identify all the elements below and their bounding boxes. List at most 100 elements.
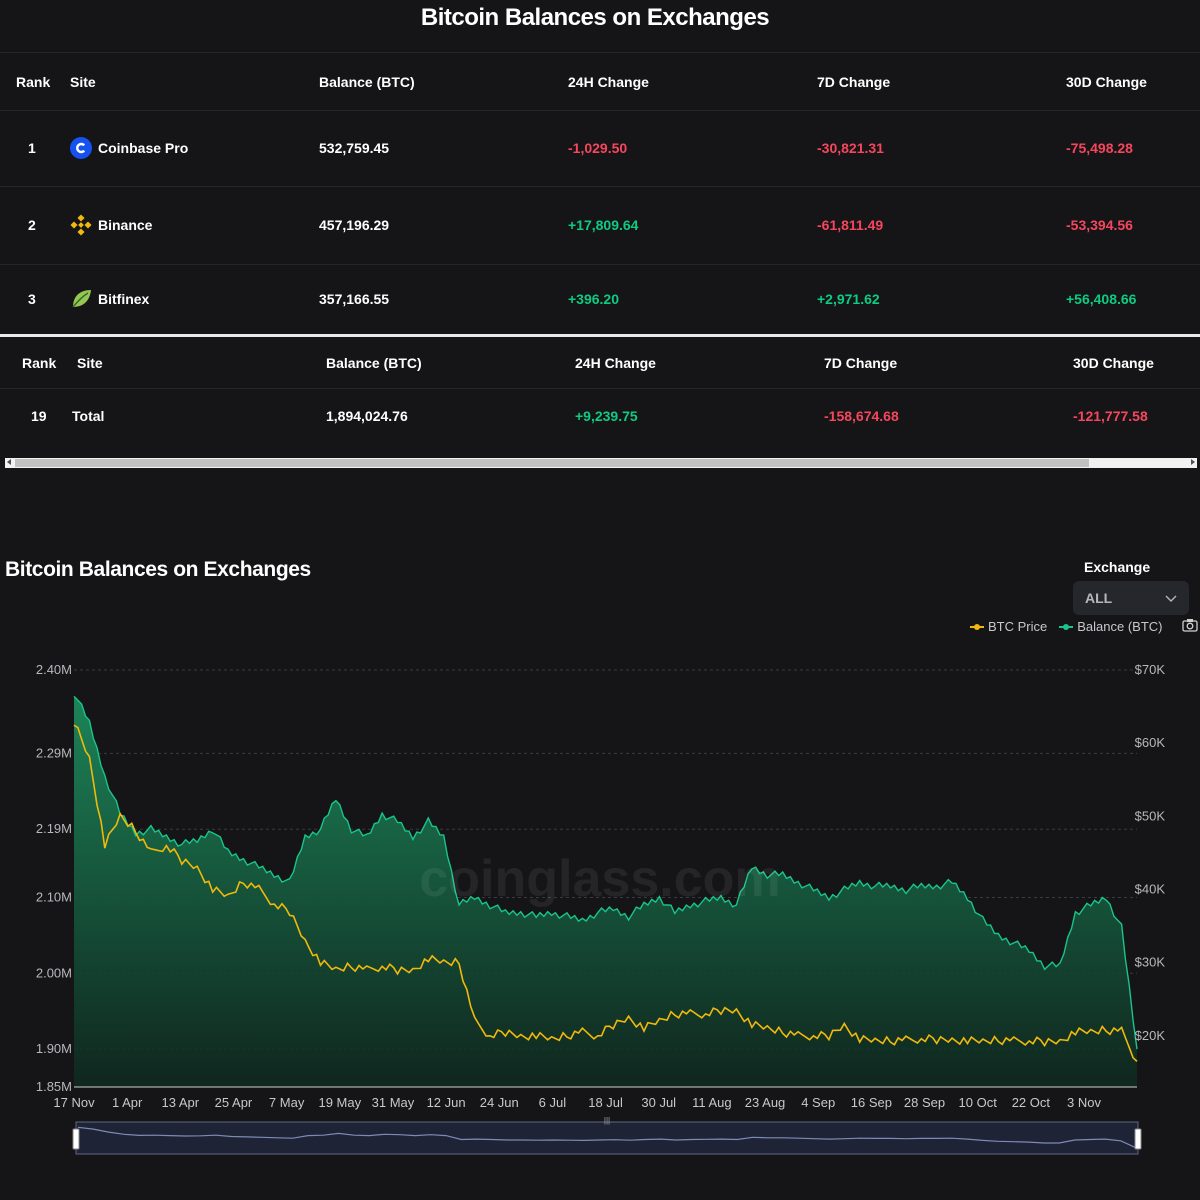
x-tick-label: 24 Jun [480,1095,519,1110]
balance-cell: 457,196.29 [319,217,390,233]
total-header-row: Rank Site Balance (BTC) 24H Change 7D Ch… [0,337,1200,389]
x-tick-label: 12 Jun [427,1095,466,1110]
exchange-select[interactable]: ALL [1073,581,1189,615]
legend-item-balance[interactable]: Balance (BTC) [1059,619,1162,634]
table-row[interactable]: 2 Binance 457,196.29 +17,809.64 -61,811.… [0,186,1200,265]
x-tick-label: 31 May [372,1095,415,1110]
x-tick-label: 1 Apr [112,1095,143,1110]
site-cell[interactable]: Coinbase Pro [70,109,188,186]
y-left-tick-label: 1.90M [36,1041,72,1056]
change-24h-cell: +17,809.64 [568,217,639,233]
y-left-tick-label: 2.40M [36,662,72,677]
legend-swatch [970,623,984,630]
rank-cell: 3 [28,291,36,307]
total-change-7d-cell: -158,674.68 [824,408,899,424]
legend-label: BTC Price [988,619,1048,634]
header-site[interactable]: Site [70,73,96,90]
change-30d-cell: +56,408.66 [1066,291,1137,307]
x-tick-label: 17 Nov [53,1095,95,1110]
x-tick-label: 28 Sep [904,1095,945,1110]
change-24h-cell: +396.20 [568,291,619,307]
scrollbar-thumb[interactable] [15,459,1089,467]
change-30d-cell: -75,498.28 [1066,139,1133,156]
balance-chart[interactable]: coinglass.com 2.40M 2.29M 2.19M 2.10M 2.00M 1… [0,640,1200,1200]
change-30d-cell: -53,394.56 [1066,217,1133,233]
x-tick-label: 7 May [269,1095,305,1110]
y-left-tick-label: 2.00M [36,965,72,980]
x-tick-label: 4 Sep [801,1095,835,1110]
x-tick-label: 19 May [318,1095,361,1110]
header-24h-change[interactable]: 24H Change [575,354,656,371]
chart-title: Bitcoin Balances on Exchanges [5,558,311,581]
rank-cell: 1 [28,139,36,156]
header-7d-change[interactable]: 7D Change [824,354,898,371]
y-right-tick-label: $60K [1135,735,1166,750]
chevron-down-icon [1165,590,1177,606]
x-tick-label: 3 Nov [1067,1095,1101,1110]
y-right-tick-label: $50K [1135,808,1166,823]
y-right-tick-label: $20K [1135,1028,1166,1043]
legend-item-btc-price[interactable]: BTC Price [970,619,1047,634]
header-balance[interactable]: Balance (BTC) [326,354,422,371]
y-left-tick-label: 1.85M [36,1079,72,1094]
range-navigator[interactable] [75,1121,1139,1155]
navigator-grip-icon[interactable]: ||| [604,1116,610,1125]
y-left-tick-label: 2.19M [36,821,72,836]
site-name: Bitfinex [98,291,150,307]
change-24h-cell: -1,029.50 [568,139,628,156]
x-tick-label: 13 Apr [162,1095,200,1110]
x-tick-label: 11 Aug [692,1095,732,1110]
change-7d-cell: +2,971.62 [817,291,880,307]
x-tick-label: 22 Oct [1012,1095,1051,1110]
page-title: Bitcoin Balances on Exchanges [420,4,770,31]
total-balance-cell: 1,894,024.76 [326,408,408,424]
x-tick-label: 6 Jul [539,1095,567,1110]
legend-swatch [1059,623,1074,630]
x-tick-label: 16 Sep [851,1095,892,1110]
site-cell[interactable]: Bitfinex [70,264,149,334]
y-right-tick-label: $30K [1135,955,1166,970]
x-tick-label: 25 Apr [215,1095,253,1110]
site-name: Binance [98,217,153,233]
watermark: coinglass.com [419,850,780,908]
header-rank[interactable]: Rank [22,354,57,371]
y-right-tick-label: $40K [1135,881,1166,896]
chart-legend: BTC Price Balance (BTC) [970,619,1162,634]
header-30d-change[interactable]: 30D Change [1073,354,1154,371]
change-7d-cell: -61,811.49 [817,217,884,233]
exchange-label: Exchange [1084,559,1151,575]
header-rank[interactable]: Rank [16,73,51,90]
table-header-row: Rank Site Balance (BTC) 24H Change 7D Ch… [0,52,1200,111]
scroll-right-arrow-icon[interactable] [1191,459,1195,465]
coinbase-icon [70,136,92,159]
navigator-left-handle[interactable] [72,1128,80,1150]
y-left-tick-label: 2.10M [36,889,72,904]
site-cell[interactable]: Binance [70,186,152,264]
table-divider [0,334,1200,337]
table-row[interactable]: 1 Coinbase Pro 532,759.45 -1,029.50 -30,… [0,109,1200,187]
x-tick-label: 30 Jul [641,1095,676,1110]
header-24h-change[interactable]: 24H Change [568,73,649,90]
x-tick-label: 18 Jul [588,1095,623,1110]
x-tick-label: 23 Aug [745,1095,786,1110]
header-site[interactable]: Site [77,354,103,371]
table-row[interactable]: 3 Bitfinex 357,166.55 +396.20 +2,971.62 … [0,264,1200,334]
scroll-left-arrow-icon[interactable] [7,459,11,465]
total-change-24h-cell: +9,239.75 [575,408,638,424]
header-balance[interactable]: Balance (BTC) [319,73,415,90]
balance-cell: 532,759.45 [319,139,390,156]
site-name: Coinbase Pro [98,139,189,156]
btc-price-line [73,724,1138,1062]
balance-area [74,696,1137,1087]
navigator-line [77,1126,1137,1149]
balance-cell: 357,166.55 [319,291,390,307]
table-horizontal-scrollbar[interactable] [5,458,1197,468]
total-rank-cell: 19 [31,408,47,424]
navigator-right-handle[interactable] [1134,1128,1142,1150]
x-tick-label: 10 Oct [959,1095,998,1110]
camera-icon[interactable] [1182,618,1198,637]
header-7d-change[interactable]: 7D Change [817,73,891,90]
header-30d-change[interactable]: 30D Change [1066,73,1147,90]
total-row: 19 Total 1,894,024.76 +9,239.75 -158,674… [0,388,1200,444]
y-left-tick-label: 2.29M [36,745,72,760]
